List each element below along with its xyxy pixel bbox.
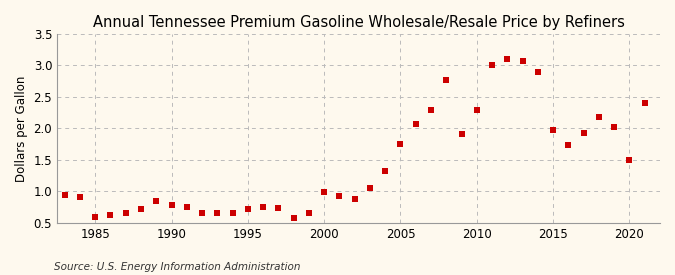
Text: Source: U.S. Energy Information Administration: Source: U.S. Energy Information Administ…: [54, 262, 300, 272]
Point: [471, 107, 482, 112]
Point: [364, 186, 375, 191]
Point: [288, 216, 299, 220]
Point: [59, 192, 70, 197]
Point: [166, 203, 177, 207]
Point: [487, 63, 497, 68]
Point: [380, 169, 391, 174]
Point: [242, 207, 253, 211]
Point: [227, 211, 238, 216]
Point: [90, 215, 101, 219]
Point: [319, 190, 329, 194]
Point: [395, 142, 406, 146]
Point: [456, 132, 467, 136]
Point: [639, 101, 650, 105]
Point: [609, 124, 620, 129]
Point: [547, 128, 558, 133]
Point: [273, 206, 284, 211]
Point: [578, 131, 589, 135]
Point: [196, 211, 207, 215]
Y-axis label: Dollars per Gallon: Dollars per Gallon: [15, 75, 28, 182]
Point: [517, 59, 528, 63]
Point: [136, 207, 146, 211]
Point: [593, 115, 604, 119]
Title: Annual Tennessee Premium Gasoline Wholesale/Resale Price by Refiners: Annual Tennessee Premium Gasoline Wholes…: [92, 15, 624, 30]
Point: [182, 205, 192, 209]
Point: [410, 122, 421, 126]
Point: [441, 78, 452, 82]
Point: [304, 211, 315, 216]
Point: [74, 195, 85, 199]
Point: [502, 57, 513, 61]
Point: [334, 194, 345, 198]
Point: [533, 70, 543, 74]
Point: [349, 197, 360, 201]
Point: [426, 107, 437, 112]
Point: [105, 213, 116, 217]
Point: [212, 211, 223, 216]
Point: [563, 143, 574, 148]
Point: [151, 199, 162, 203]
Point: [624, 158, 635, 162]
Point: [120, 211, 131, 216]
Point: [258, 205, 269, 209]
